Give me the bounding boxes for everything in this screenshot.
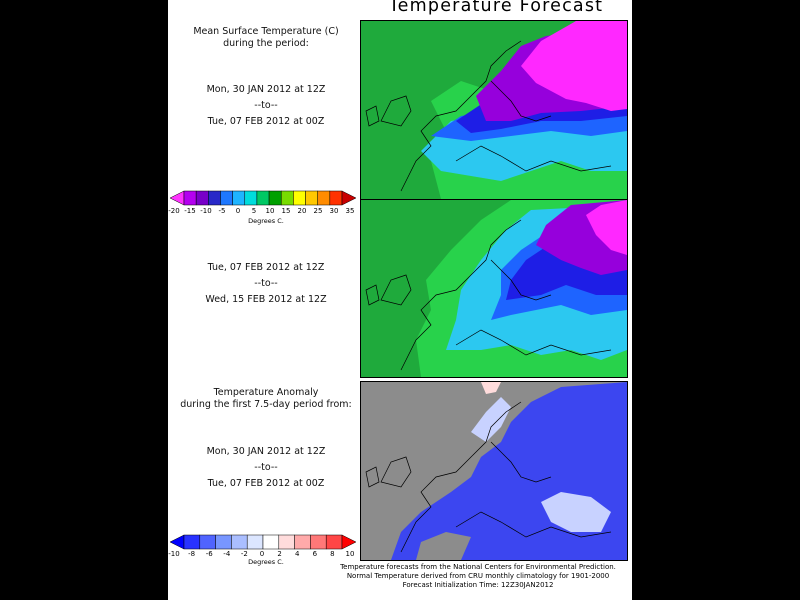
temperature-colorbar-swatch bbox=[317, 190, 331, 206]
anomaly-colorbar-swatch bbox=[310, 534, 327, 550]
temperature-colorbar-swatch bbox=[220, 190, 233, 206]
temperature-map-week1 bbox=[360, 20, 628, 200]
temperature-colorbar-swatch bbox=[293, 190, 306, 206]
temperature-colorbar bbox=[170, 190, 356, 206]
anomaly-colorbar-tick-label: -4 bbox=[223, 550, 231, 558]
temperature-colorbar-tick-label: 5 bbox=[251, 207, 257, 215]
anomaly-colorbar-tick-label: 10 bbox=[345, 550, 355, 558]
panel1-sep: --to-- bbox=[254, 100, 278, 111]
temperature-colorbar-tick-label: 15 bbox=[281, 207, 291, 215]
temperature-colorbar-ticks: -20 -15 -10 -5 0 5 10 15 20 25 30 35 bbox=[168, 207, 354, 217]
temperature-colorbar-swatch bbox=[268, 190, 282, 206]
anomaly-colorbar-unit: Degrees C. bbox=[248, 558, 284, 566]
temperature-colorbar-swatch bbox=[232, 190, 246, 206]
panel3-start: Mon, 30 JAN 2012 at 12Z bbox=[206, 446, 326, 457]
anomaly-colorbar-tick-label: 4 bbox=[294, 550, 300, 558]
anomaly-colorbar-swatch bbox=[183, 534, 201, 550]
anomaly-colorbar-tick-label: 8 bbox=[330, 550, 335, 558]
panel1-heading: Mean Surface Temperature (C) during the … bbox=[168, 26, 364, 50]
temperature-colorbar-tick-label: 20 bbox=[297, 207, 307, 215]
panel2-end: Wed, 15 FEB 2012 at 12Z bbox=[205, 294, 327, 305]
anomaly-colorbar-swatch bbox=[294, 534, 311, 550]
sea-field bbox=[416, 532, 471, 560]
page-title: Temperature Forecast bbox=[388, 0, 604, 16]
anomaly-colorbar-high-arrow bbox=[341, 534, 356, 550]
temperature-colorbar-swatch bbox=[256, 190, 270, 206]
temperature-colorbar-tick-label: -20 bbox=[168, 207, 180, 215]
anomaly-colorbar-swatch bbox=[215, 534, 232, 550]
anomaly-colorbar-tick-label: -8 bbox=[188, 550, 196, 558]
coastlines-anomaly bbox=[365, 401, 612, 553]
temperature-colorbar-tick-label: 10 bbox=[265, 207, 275, 215]
anomaly-colorbar-tick-label: 0 bbox=[259, 550, 265, 558]
panel3-heading-line2: during the first 7.5-day period from: bbox=[180, 399, 352, 410]
panel3-heading: Temperature Anomaly during the first 7.5… bbox=[168, 387, 364, 411]
temperature-colorbar-tick-label: -15 bbox=[184, 207, 196, 215]
temperature-colorbar-swatch bbox=[305, 190, 318, 206]
panel2-sep: --to-- bbox=[254, 278, 278, 289]
panel1-start: Mon, 30 JAN 2012 at 12Z bbox=[206, 84, 326, 95]
warm-anomaly-zone bbox=[481, 382, 501, 394]
temperature-colorbar-swatch bbox=[195, 190, 209, 206]
anomaly-colorbar bbox=[170, 534, 356, 550]
anomaly-colorbar-swatch bbox=[262, 534, 280, 550]
panel2-start: Tue, 07 FEB 2012 at 12Z bbox=[207, 262, 325, 273]
anomaly-colorbar-tick-label: -2 bbox=[240, 550, 248, 558]
panel1-heading-line2: during the period: bbox=[223, 38, 309, 49]
temperature-colorbar-swatch bbox=[280, 190, 294, 206]
anomaly-colorbar-ticks: -10 -8 -6 -4 -2 0 2 4 6 8 10 bbox=[168, 550, 354, 560]
anomaly-colorbar-tick-label: 2 bbox=[277, 550, 282, 558]
light-anomaly-zone bbox=[471, 397, 511, 442]
sea-field bbox=[361, 382, 461, 472]
temperature-anomaly-map bbox=[360, 381, 628, 561]
temperature-colorbar-tick-label: -10 bbox=[200, 207, 212, 215]
temperature-colorbar-tick-label: 25 bbox=[313, 207, 323, 215]
temperature-colorbar-low-arrow bbox=[170, 190, 185, 206]
forecast-sheet: Temperature Forecast Mean Surface Temper… bbox=[168, 0, 632, 600]
temperature-colorbar-swatch bbox=[244, 190, 258, 206]
light-anomaly-zone bbox=[541, 492, 611, 532]
footer-line-2: Normal Temperature derived from CRU mont… bbox=[346, 572, 610, 580]
anomaly-colorbar-swatch bbox=[246, 534, 264, 550]
panel3-heading-line1: Temperature Anomaly bbox=[213, 387, 319, 398]
footer-line-1: Temperature forecasts from the National … bbox=[340, 563, 616, 571]
temperature-colorbar-high-arrow bbox=[341, 190, 356, 206]
anomaly-colorbar-tick-label: -6 bbox=[205, 550, 213, 558]
temperature-map-week2 bbox=[360, 199, 628, 378]
panel1-heading-line1: Mean Surface Temperature (C) bbox=[193, 26, 339, 37]
anomaly-colorbar-swatch bbox=[231, 534, 248, 550]
temperature-colorbar-tick-label: 30 bbox=[329, 207, 339, 215]
anomaly-colorbar-swatch bbox=[278, 534, 295, 550]
anomaly-colorbar-tick-label: 6 bbox=[312, 550, 318, 558]
temperature-colorbar-tick-label: 0 bbox=[235, 207, 241, 215]
anomaly-colorbar-low-arrow bbox=[170, 534, 185, 550]
magenta-zone bbox=[586, 200, 627, 255]
anomaly-colorbar-tick-label: -10 bbox=[168, 550, 180, 558]
anomaly-colorbar-swatch bbox=[325, 534, 343, 550]
temperature-colorbar-tick-label: -5 bbox=[218, 207, 226, 215]
temperature-colorbar-swatch bbox=[208, 190, 221, 206]
temperature-colorbar-swatch bbox=[183, 190, 197, 206]
coastlines-week2 bbox=[365, 219, 612, 371]
temperature-colorbar-tick-label: 35 bbox=[345, 207, 355, 215]
temperature-colorbar-swatch bbox=[329, 190, 343, 206]
magenta-zone bbox=[521, 21, 627, 111]
anomaly-colorbar-swatch bbox=[199, 534, 216, 550]
panel3-sep: --to-- bbox=[254, 462, 278, 473]
footer: Temperature forecasts from the National … bbox=[328, 563, 628, 590]
temperature-colorbar-unit: Degrees C. bbox=[248, 217, 284, 225]
panel1-end: Tue, 07 FEB 2012 at 00Z bbox=[207, 116, 325, 127]
footer-line-3: Forecast Initialization Time: 12Z30JAN20… bbox=[402, 581, 554, 589]
coastlines-week1 bbox=[365, 40, 612, 192]
panel3-end: Tue, 07 FEB 2012 at 00Z bbox=[207, 478, 325, 489]
